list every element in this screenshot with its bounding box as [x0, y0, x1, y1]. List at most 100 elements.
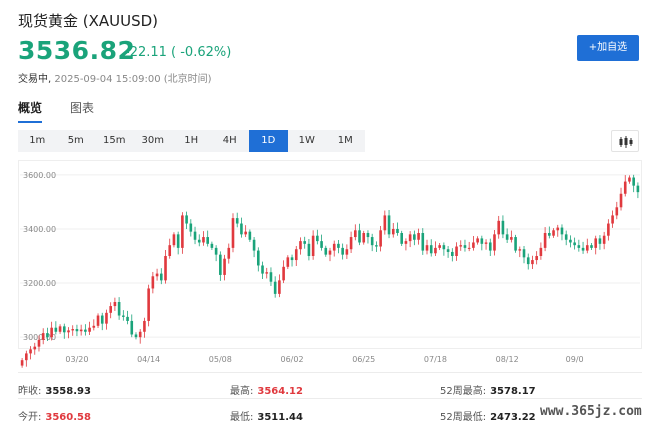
candle-body	[265, 272, 269, 274]
period-1h[interactable]: 1H	[184, 135, 199, 146]
candle-body	[480, 238, 484, 244]
candle-body	[151, 276, 155, 289]
candle-body	[585, 245, 589, 251]
candle-body	[117, 302, 121, 316]
price-chart[interactable]: 3600.00 3400.00 3200.00 3000.00 03/20 04/14 05…	[18, 160, 642, 370]
candle-body	[58, 326, 62, 332]
x-tick-label: 04/14	[137, 355, 160, 364]
candle-body	[623, 181, 627, 194]
period-1m[interactable]: 1m	[29, 135, 46, 146]
candle-body	[383, 215, 387, 231]
candle-body	[303, 241, 307, 244]
candle-body	[252, 239, 256, 251]
candle-body	[421, 233, 425, 251]
period-4h[interactable]: 4H	[222, 135, 237, 146]
candle-body	[282, 266, 285, 281]
candle-body	[341, 247, 344, 255]
period-15m[interactable]: 15m	[103, 135, 126, 146]
instrument-title: 现货黄金 (XAUUSD)	[18, 12, 159, 30]
candle-body	[164, 256, 167, 281]
candle-body	[467, 247, 471, 249]
candle-body	[181, 215, 184, 248]
candle-body	[75, 329, 79, 332]
candle-body	[193, 231, 197, 240]
period-1d[interactable]: 1D	[249, 130, 288, 152]
stats-divider	[18, 398, 642, 399]
candle-body	[396, 228, 399, 233]
candle-body	[581, 247, 585, 251]
candle-body	[451, 251, 454, 256]
candle-body	[332, 243, 336, 251]
candle-body	[202, 237, 205, 243]
candle-body	[185, 215, 188, 224]
active-tab-indicator	[18, 121, 42, 123]
candlestick-chart-icon	[619, 136, 633, 148]
candle-body	[564, 234, 568, 240]
stat-label: 最低:	[230, 412, 254, 423]
stat-label: 昨收:	[18, 386, 42, 397]
add-to-watchlist-button[interactable]: +加自选	[577, 35, 639, 61]
candle-body	[391, 228, 395, 235]
tab-chart[interactable]: 图表	[70, 101, 95, 115]
candle-body	[493, 234, 496, 251]
candle-body	[240, 223, 243, 235]
candle-body	[46, 333, 49, 338]
candle-body	[62, 326, 66, 333]
candlestick-chart: 3600.00 3400.00 3200.00 3000.00 03/20 04/14 05…	[18, 160, 642, 368]
candle-body	[429, 245, 433, 254]
candle-body	[362, 233, 366, 243]
chart-type-button[interactable]	[611, 130, 639, 152]
candle-body	[505, 234, 509, 240]
candle-body	[366, 233, 370, 238]
stat-52w-high: 52周最高: 3578.17	[440, 382, 536, 397]
candle-body	[20, 360, 24, 366]
candle-body	[88, 327, 91, 332]
candle-body	[353, 230, 357, 238]
watermark-text: www.365jz.com	[540, 404, 642, 419]
candle-body	[328, 250, 332, 255]
candle-body	[130, 320, 134, 335]
candle-body	[109, 306, 112, 313]
candle-body	[518, 249, 522, 251]
candle-body	[206, 237, 209, 244]
candle-body	[54, 327, 58, 332]
candle-body	[522, 249, 526, 258]
candle-body	[569, 239, 572, 243]
x-tick-label: 06/02	[281, 355, 304, 364]
candle-body	[598, 238, 602, 244]
stats-divider	[18, 372, 642, 373]
candle-body	[176, 234, 180, 248]
candle-body	[387, 215, 391, 235]
candle-body	[138, 331, 142, 338]
candle-body	[126, 316, 129, 321]
candle-body	[214, 247, 218, 255]
candle-body	[560, 227, 564, 235]
candle-body	[25, 353, 28, 361]
candle-body	[413, 234, 416, 240]
candle-body	[197, 239, 201, 243]
candle-body	[577, 245, 581, 248]
x-tick-label: 09/0	[566, 355, 584, 364]
candle-body	[611, 215, 614, 224]
tab-overview[interactable]: 概览	[18, 101, 43, 115]
candle-body	[320, 241, 323, 248]
period-5m[interactable]: 5m	[67, 135, 84, 146]
candle-body	[143, 320, 146, 332]
period-30m[interactable]: 30m	[141, 135, 164, 146]
price-change: -22.11 ( -0.62%)	[125, 45, 232, 60]
candle-body	[41, 333, 45, 340]
candle-body	[37, 339, 41, 347]
period-1w[interactable]: 1W	[298, 135, 315, 146]
x-tick-label: 03/20	[65, 355, 88, 364]
candle-body	[379, 230, 382, 247]
status-timestamp: 2025-09-04 15:09:00 (北京时间)	[54, 74, 212, 85]
candle-body	[273, 281, 277, 294]
candle-body	[425, 245, 429, 251]
stat-high: 最高: 3564.12	[230, 382, 303, 397]
candle-body	[290, 257, 294, 261]
candle-body	[417, 233, 420, 240]
period-1mo[interactable]: 1M	[337, 135, 353, 146]
candle-body	[294, 249, 298, 261]
candle-body	[501, 220, 505, 235]
candle-body	[219, 254, 222, 275]
